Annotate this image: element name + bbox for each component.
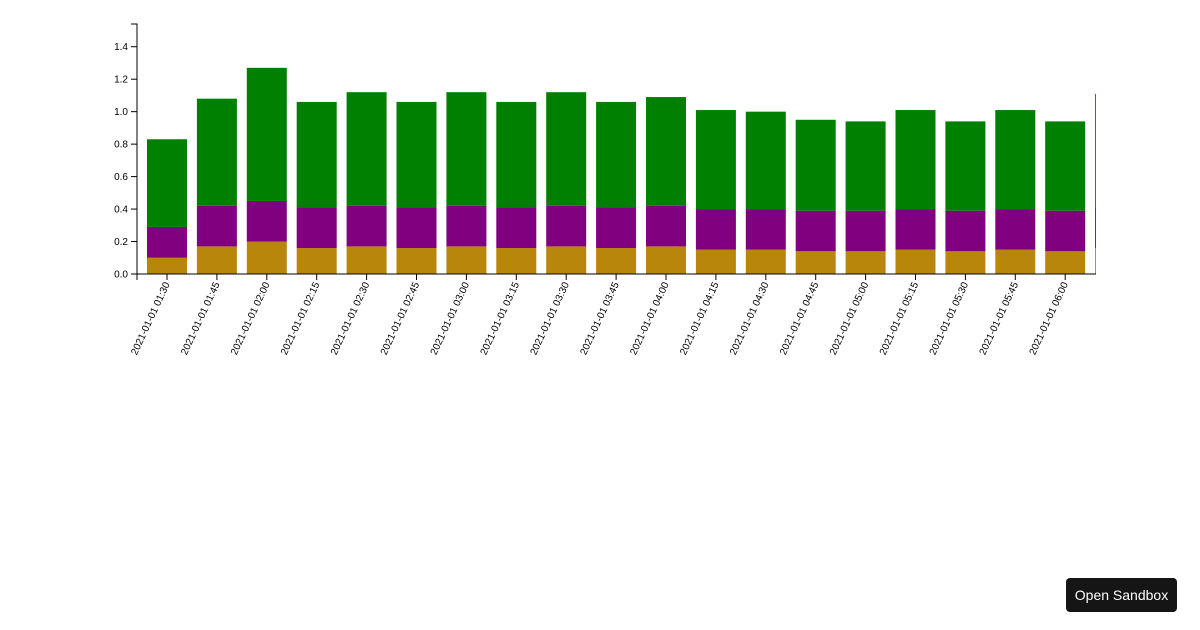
bar-segment [496,207,537,249]
bar-segment [546,92,587,206]
bar-segment [147,139,187,227]
y-tick-label: 0.4 [114,205,128,216]
x-tick-label: 2021-01-01 05:45 [978,280,1022,357]
y-tick-label: 0.0 [114,270,128,281]
bar-segment [346,205,387,247]
y-tick-label: 0.8 [114,140,128,151]
bar-segment [396,207,437,249]
y-axis: 0.0 0.2 0.4 0.6 0.8 1.0 1.2 1.4 [114,23,138,281]
bar-segment [995,110,1036,210]
bar-segment [396,101,437,208]
bar-segment [147,226,187,258]
x-tick-label: 2021-01-01 01:30 [129,280,173,357]
bar-segment [745,111,786,210]
bars-group [147,67,1096,274]
y-tick-label: 0.2 [114,237,128,248]
x-tick-label: 2021-01-01 06:00 [1028,280,1072,357]
bar-segment [945,210,986,252]
bar-segment [646,97,686,206]
bar-segment [246,241,287,274]
x-tick-label: 2021-01-01 02:00 [229,280,273,357]
bar-segment [646,246,686,274]
bar-segment [895,110,936,210]
bar-segment [546,205,587,247]
bar-segment [596,207,637,249]
bar-segment [446,205,487,247]
bar-segment [845,210,886,252]
bar-segment [795,210,836,252]
bar-segment [496,248,537,274]
bar-segment [296,207,337,249]
bar-segment [845,251,886,274]
bar-segment [745,209,786,250]
y-axis-line [131,23,138,275]
y-tick-label: 1.4 [114,42,128,53]
bar-segment [845,121,886,211]
bar-segment [196,205,237,247]
bar-segment [1045,251,1086,274]
bar-segment [895,209,936,250]
bar-segment [246,200,287,242]
bar-segment [745,249,786,274]
x-tick-label: 2021-01-01 03:45 [578,280,622,357]
bar-segment [396,248,437,274]
y-tick-label: 1.0 [114,107,128,118]
bar-segment [446,92,487,206]
bar-segment [196,98,237,206]
y-tick-label: 1.2 [114,75,128,86]
bar-segment [795,119,836,211]
bar-segment [496,101,537,208]
bar-segment [1095,207,1096,249]
x-tick-label: 2021-01-01 02:30 [329,280,373,357]
bar-segment [1045,210,1086,252]
x-tick-label: 2021-01-01 04:30 [728,280,772,357]
x-tick-label: 2021-01-01 04:00 [628,280,672,357]
bar-segment [646,205,686,247]
bar-segment [1095,248,1096,274]
bar-segment [546,246,587,274]
bar-segment [346,246,387,274]
bar-segment [296,101,337,208]
bar-segment [147,257,187,274]
x-axis: 2021-01-01 01:30 2021-01-01 01:45 2021-01-… [129,273,1096,357]
bar-segment [945,121,986,211]
bar-segment [945,251,986,274]
x-tick-label: 2021-01-01 03:30 [529,280,573,357]
bar-segment [695,110,736,210]
bar-segment [1045,121,1086,211]
y-tick-label: 0.6 [114,172,128,183]
x-axis-line [136,273,1096,280]
bar-segment [995,249,1036,274]
open-sandbox-button[interactable]: Open Sandbox [1066,578,1177,612]
bar-segment [695,209,736,250]
x-tick-label: 2021-01-01 02:45 [379,280,423,357]
x-tick-label: 2021-01-01 04:15 [678,280,722,357]
bar-segment [895,249,936,274]
x-tick-label: 2021-01-01 05:30 [928,280,972,357]
x-tick-label: 2021-01-01 05:00 [828,280,872,357]
x-tick-label: 2021-01-01 02:15 [279,280,323,357]
x-tick-label: 2021-01-01 03:15 [479,280,523,357]
x-tick-label: 2021-01-01 01:45 [179,280,223,357]
bar-segment [296,248,337,274]
bar-segment [695,249,736,274]
bar-segment [596,248,637,274]
bar-segment [795,251,836,274]
bar-segment [446,246,487,274]
x-tick-label: 2021-01-01 04:45 [778,280,822,357]
bar-segment [995,209,1036,250]
bar-segment [196,246,237,274]
bar-segment [1095,93,1096,208]
x-tick-label: 2021-01-01 03:00 [429,280,473,357]
bar-segment [596,101,637,208]
bar-segment [246,67,287,201]
x-tick-label: 2021-01-01 05:15 [878,280,922,357]
bar-segment [346,92,387,206]
